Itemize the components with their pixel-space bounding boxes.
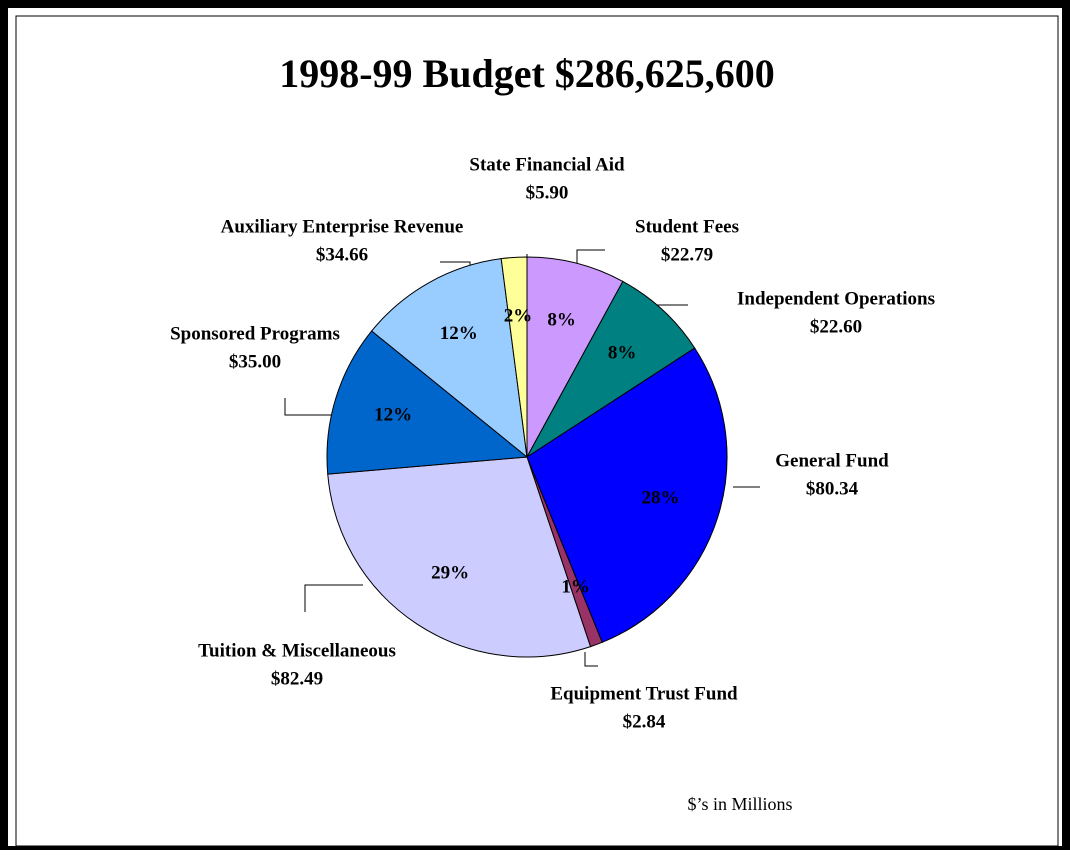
category-label: General Fund — [775, 450, 889, 471]
category-label: State Financial Aid — [469, 154, 625, 175]
percent-label: 8% — [608, 343, 637, 364]
percent-label: 28% — [642, 487, 680, 508]
value-label: $2.84 — [623, 711, 666, 732]
value-label: $22.79 — [661, 244, 713, 265]
pie-slice — [327, 456, 592, 658]
percent-label: 12% — [440, 323, 478, 344]
percent-label: 12% — [374, 404, 412, 425]
leader-line — [584, 652, 598, 667]
value-label: $22.60 — [810, 316, 862, 337]
value-label: $34.66 — [316, 244, 368, 265]
value-label: $82.49 — [271, 668, 323, 689]
pie-slice — [526, 280, 696, 458]
chart-title: 1998-99 Budget $286,625,600 — [279, 51, 775, 96]
pie-slice — [370, 258, 528, 459]
value-label: $80.34 — [806, 478, 859, 499]
category-label: Student Fees — [635, 216, 739, 237]
pie-slice — [526, 347, 728, 643]
category-label: Equipment Trust Fund — [550, 683, 738, 704]
leader-line — [284, 398, 333, 416]
pie-slice — [500, 256, 528, 458]
value-label: $35.00 — [229, 351, 281, 372]
percent-label: 8% — [547, 310, 576, 331]
pie-slice — [326, 330, 529, 475]
category-label: Sponsored Programs — [170, 323, 340, 344]
percent-label: 29% — [431, 562, 469, 583]
category-label: Tuition & Miscellaneous — [198, 640, 396, 661]
value-label: $5.90 — [526, 182, 569, 203]
category-label: Independent Operations — [737, 288, 935, 309]
percent-label: 2% — [504, 306, 533, 327]
category-label: Auxiliary Enterprise Revenue — [221, 216, 464, 237]
percent-label: 1% — [561, 577, 590, 598]
annotation: $’s in Millions — [687, 794, 792, 814]
leader-line — [304, 584, 363, 612]
pie-slice — [526, 256, 624, 458]
